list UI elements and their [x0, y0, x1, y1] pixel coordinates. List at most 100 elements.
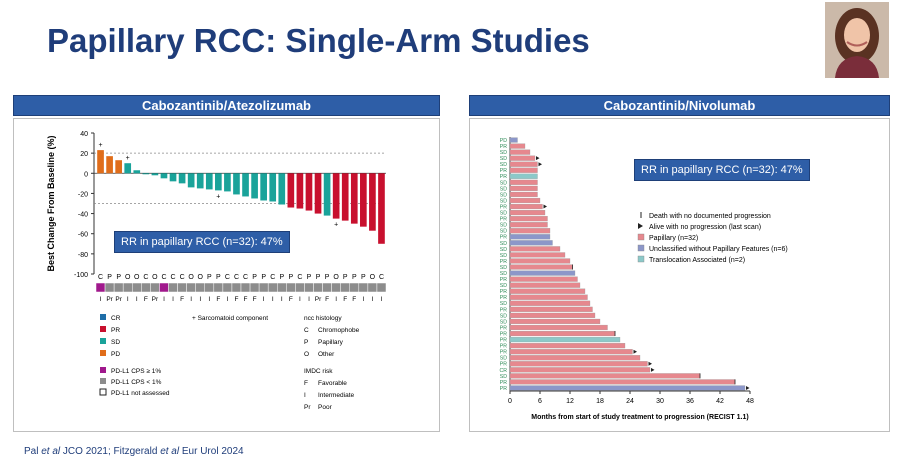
- footer-part-1: Pal: [24, 446, 42, 457]
- imdc-label: I: [136, 296, 138, 303]
- footer-etal-1: et al: [41, 446, 61, 457]
- swimmer-response-label: PR: [500, 331, 507, 337]
- footer-part-3: Eur Urol 2024: [179, 446, 244, 457]
- imdc-label: I: [281, 296, 283, 303]
- legend-ncc-name: Chromophobe: [318, 327, 360, 334]
- histology-label: C: [379, 274, 384, 281]
- imdc-label: F: [144, 296, 148, 303]
- swimmer-response-label: PR: [500, 217, 507, 223]
- legend-imdc-name: Favorable: [318, 380, 347, 387]
- pdl1-cell: [122, 282, 133, 293]
- imdc-label: I: [372, 296, 374, 303]
- swimmer-bar: [509, 337, 621, 343]
- swimmer-response-label: PD: [500, 138, 507, 144]
- y-tick-label: -40: [78, 212, 88, 219]
- swimmer-bar: [509, 228, 551, 234]
- legend-ncc-code: C: [304, 327, 309, 334]
- pdl1-cell: [286, 282, 296, 293]
- histology-label: P: [352, 274, 357, 281]
- legend-imdc-name: Intermediate: [318, 392, 355, 399]
- alive-arrow: [746, 385, 750, 390]
- swimmer-response-label: CR: [500, 368, 508, 374]
- swimmer-bar: [509, 330, 616, 337]
- imdc-label: I: [308, 296, 310, 303]
- imdc-label: F: [352, 296, 356, 303]
- waterfall-bar: [233, 173, 240, 195]
- swimmer-response-label: SD: [500, 229, 507, 235]
- histology-label: O: [370, 274, 376, 281]
- pdl1-cell: [249, 282, 260, 293]
- swimmer-response-label: PR: [500, 338, 507, 344]
- waterfall-bar: [269, 173, 277, 202]
- citation-footer: Pal et al JCO 2021; Fitzgerald et al Eur…: [24, 446, 244, 457]
- waterfall-bar: [332, 173, 340, 219]
- histology-label: P: [216, 274, 221, 281]
- waterfall-chart: Best Change From Baseline (%) 40 20 0 -20 -40…: [46, 131, 387, 411]
- swimmer-response-label: SD: [500, 162, 507, 168]
- swimmer-response-label: PR: [500, 259, 507, 265]
- y-tick-label: 20: [80, 151, 88, 158]
- histology-label: C: [243, 274, 248, 281]
- imdc-label: I: [100, 296, 102, 303]
- legend-swatch-pr: [100, 326, 106, 332]
- y-tick-label: 0: [84, 171, 88, 178]
- swimmer-bar: [509, 137, 518, 143]
- swimmer-bar: [509, 355, 641, 361]
- swimmer-bar: [509, 264, 573, 270]
- legend-pdl1-swatch: [100, 367, 106, 373]
- waterfall-bar: [169, 173, 177, 182]
- waterfall-bar: [314, 173, 322, 214]
- swimmer-bar: [509, 379, 736, 385]
- pdl1-cell: [141, 282, 151, 293]
- presenter-photo: [825, 2, 889, 78]
- pdl1-cell: [132, 282, 142, 293]
- swimmer-bar: [509, 149, 531, 155]
- swimmer-response-label: PR: [500, 380, 507, 386]
- swimmer-response-label: PR: [500, 204, 507, 210]
- swimmer-bar: [509, 258, 571, 264]
- legend-pdl1-swatch: [99, 388, 107, 396]
- waterfall-bar: [106, 156, 113, 174]
- alive-arrow: [648, 361, 652, 366]
- waterfall-bar: [323, 173, 331, 216]
- imdc-label: I: [263, 296, 265, 303]
- histology-label: O: [197, 274, 203, 281]
- y-tick-label: -100: [74, 272, 88, 279]
- histology-label: P: [207, 274, 212, 281]
- histology-label: P: [316, 274, 321, 281]
- alive-arrow: [543, 204, 547, 209]
- swimmer-response-label: SD: [500, 319, 507, 325]
- swimmer-bar: [509, 197, 541, 204]
- sarcomatoid-marker: +: [216, 193, 220, 200]
- legend-death-label: Death with no documented progression: [649, 213, 771, 220]
- imdc-label: I: [199, 296, 201, 303]
- waterfall-bar: [115, 160, 122, 174]
- legend-papillary-swatch: [637, 233, 645, 241]
- swimmer-bar: [509, 282, 581, 288]
- histology-label: O: [333, 274, 339, 281]
- legend-translocation-label: Translocation Associated (n=2): [649, 257, 745, 264]
- histology-label: C: [297, 274, 302, 281]
- pdl1-cell: [367, 282, 378, 293]
- legend-ncc-code: P: [304, 339, 308, 346]
- swimmer-bar: [509, 155, 536, 161]
- histology-label: C: [98, 274, 103, 281]
- imdc-label: F: [289, 296, 293, 303]
- swimmer-x-tick-label: 18: [596, 398, 604, 405]
- legend-alive-icon: [638, 223, 643, 229]
- imdc-label: Pr: [152, 296, 159, 303]
- imdc-label: I: [362, 296, 364, 303]
- waterfall-bar: [178, 173, 186, 184]
- swimmer-bar: [509, 270, 576, 276]
- legend-papillary-label: Papillary (n=32): [649, 235, 698, 242]
- alive-arrow: [651, 367, 655, 372]
- swimmer-bar: [509, 294, 588, 300]
- swimmer-x-tick-label: 42: [716, 398, 724, 405]
- pdl1-cell: [376, 282, 387, 293]
- imdc-label: Pr: [315, 296, 322, 303]
- imdc-label: I: [299, 296, 301, 303]
- legend-ncc-code: O: [304, 351, 309, 358]
- swimmer-bar: [509, 203, 543, 210]
- swimmer-bar: [509, 240, 553, 246]
- pdl1-cell: [313, 282, 323, 293]
